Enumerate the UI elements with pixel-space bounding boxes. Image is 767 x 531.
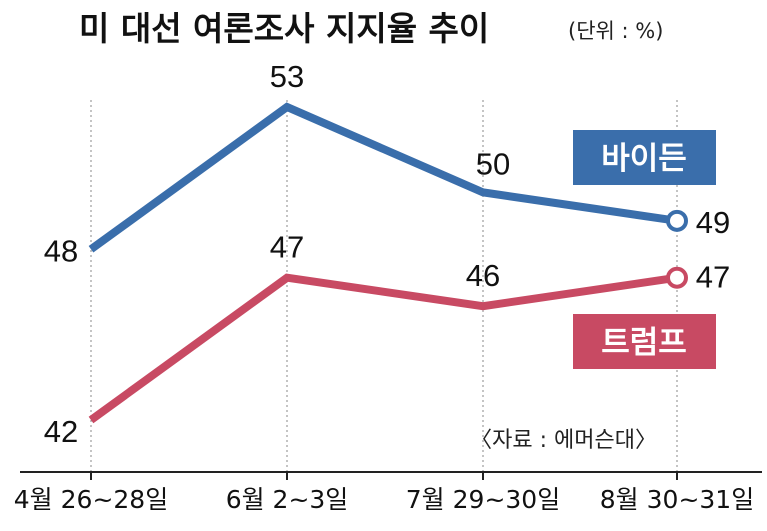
x-tick-label-3: 8월 30~31일 [600,485,754,514]
legend-trump: 트럼프 [573,314,716,369]
data-label-trump-0: 42 [44,414,78,449]
data-label-biden-2: 50 [476,146,510,181]
legend-trump-swatch [573,314,716,369]
series-line-biden [88,102,678,253]
legend-trump-label: 트럼프 [601,325,687,361]
series-lines [88,102,678,424]
data-label-trump-1: 47 [270,230,304,265]
end-marker-biden [666,209,688,232]
x-tick-label-0: 4월 26~28일 [14,485,168,514]
legend-biden-label: 바이든 [601,141,687,177]
data-label-trump-3: 47 [696,260,730,295]
series-markers [666,209,688,289]
data-label-biden-1: 53 [270,59,304,94]
end-marker-trump [666,266,688,289]
chart-title: 미 대선 여론조사 지지율 추이 [79,9,489,48]
x-tick-label-1: 6월 2~3일 [226,485,349,514]
data-label-biden-3: 49 [696,205,730,240]
data-label-trump-2: 46 [466,258,500,293]
legend-biden: 바이든 [573,130,716,185]
data-label-biden-0: 48 [44,233,78,268]
legend-biden-swatch [573,130,716,185]
unit-label: (단위 : %) [568,19,663,43]
source-note: 〈자료 : 에머슨대〉 [470,428,657,453]
x-axis-ticks: 4월 26~28일 6월 2~3일 7월 29~30일 8월 30~31일 [14,472,754,514]
x-tick-label-2: 7월 29~30일 [406,485,560,514]
series-line-trump [88,273,678,424]
data-labels: 48 53 50 49 42 47 46 47 [44,59,730,449]
